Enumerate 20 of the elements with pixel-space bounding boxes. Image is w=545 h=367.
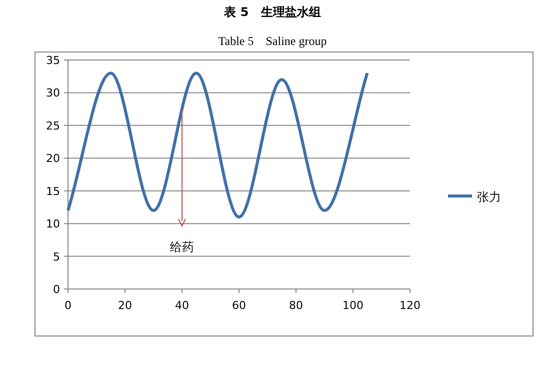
y-tick-label: 5 [53,250,60,264]
y-tick-label: 35 [46,54,60,67]
y-tick-label: 0 [53,283,60,296]
x-tick-label: 120 [400,299,420,312]
line-series [66,72,369,219]
y-tick-label: 10 [46,218,60,231]
x-tick-label: 20 [118,299,132,312]
x-tick-label: 60 [232,299,246,312]
x-tick-label: 100 [342,299,364,312]
y-tick-label: 25 [46,119,60,132]
chart-title: 表 5 生理盐水组 [223,5,321,19]
x-tick-label: 80 [289,299,303,312]
x-tick-label: 0 [64,299,72,312]
y-tick-label: 15 [46,184,60,198]
y-tick-label: 30 [46,86,60,100]
legend-label: 张力 [477,190,501,204]
x-tick-label: 40 [175,299,189,312]
annotation: 给药 [170,240,194,254]
y-tick-label: 20 [46,152,60,166]
chart-subtitle: Table 5 Saline group [218,34,327,48]
